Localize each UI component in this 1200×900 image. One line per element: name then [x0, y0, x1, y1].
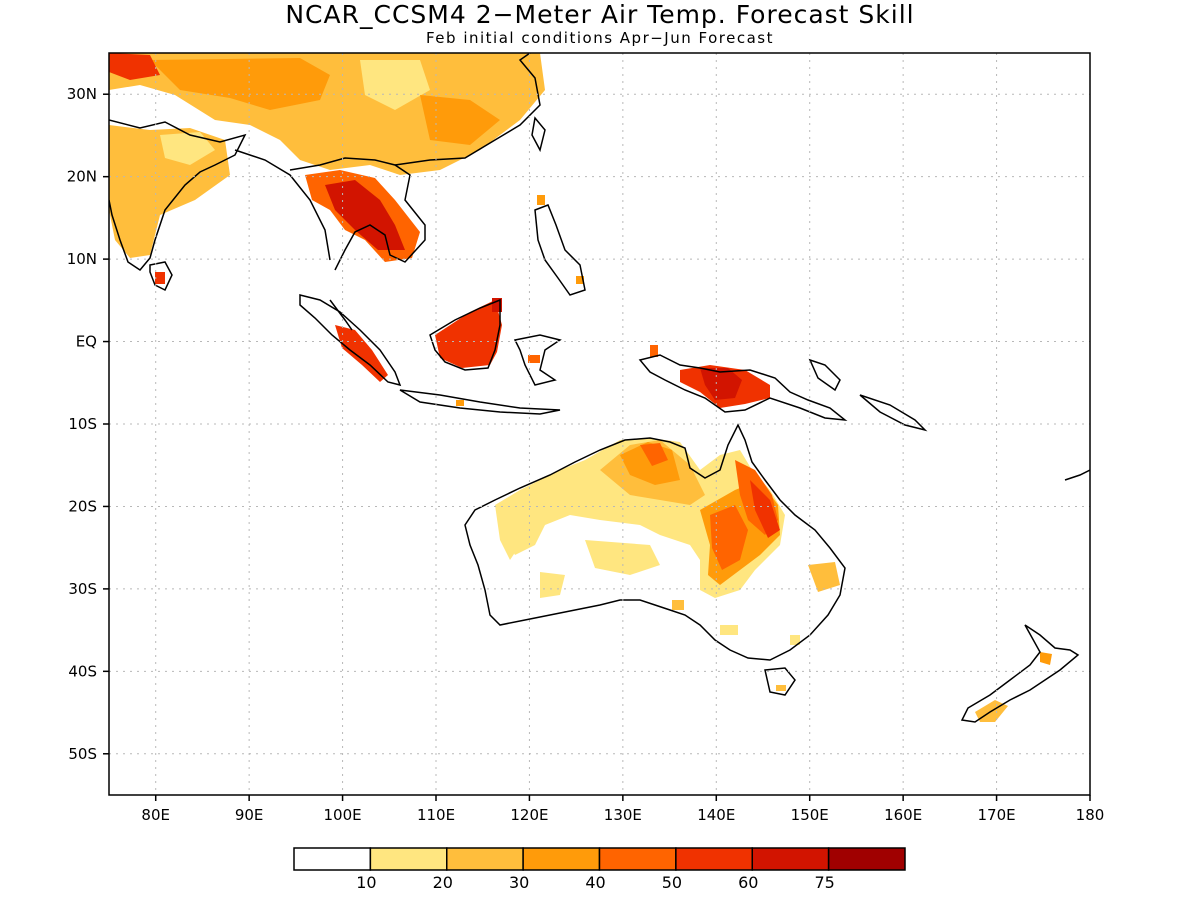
- colorbar-bin: [598, 847, 677, 871]
- lon-tick-label: 160E: [884, 806, 922, 824]
- lat-tick-label: 30S: [68, 580, 97, 598]
- colorbar-bin: [675, 847, 753, 871]
- colorbar-label: 50: [662, 873, 682, 892]
- figure-title: NCAR_CCSM4 2−Meter Air Temp. Forecast Sk…: [285, 0, 915, 29]
- lat-tick-label: 40S: [68, 662, 97, 680]
- lat-tick-label: 30N: [67, 85, 97, 103]
- figure-subtitle: Feb initial conditions Apr−Jun Forecast: [426, 29, 774, 47]
- coastlines: [109, 53, 1090, 723]
- colorbar-bin: [827, 847, 906, 871]
- lat-tick-label: 20N: [67, 168, 97, 186]
- lon-tick-label: 100E: [324, 806, 362, 824]
- lat-tick-label: 10N: [67, 250, 97, 268]
- graticule: [109, 53, 1090, 795]
- colorbar-label: 75: [814, 873, 834, 892]
- lon-tick-label: 90E: [235, 806, 264, 824]
- colorbar-bin: [369, 847, 448, 871]
- colorbar-label: 40: [585, 873, 605, 892]
- lat-tick-label: EQ: [76, 333, 97, 351]
- colorbar-bin: [522, 847, 601, 871]
- colorbar-labels: 10 20 30 40 50 60 75: [356, 873, 835, 892]
- lat-tick-label: 20S: [68, 497, 97, 515]
- lat-tick-label: 50S: [68, 745, 97, 763]
- colorbar-label: 60: [738, 873, 758, 892]
- colorbar-label: 20: [433, 873, 453, 892]
- lon-tick-label: 110E: [417, 806, 455, 824]
- axis-ticks: [103, 93, 1091, 801]
- lon-tick-label: 140E: [697, 806, 735, 824]
- colorbar-label: 30: [509, 873, 529, 892]
- lat-tick-label: 10S: [68, 415, 97, 433]
- colorbar-bin: [293, 847, 372, 871]
- colorbar-label: 10: [356, 873, 376, 892]
- colorbar-bin: [751, 847, 830, 871]
- lon-tick-label: 130E: [604, 806, 642, 824]
- lon-tick-label: 180: [1076, 806, 1105, 824]
- colorbar: [293, 847, 906, 871]
- axis-tick-labels: 30N 20N 10N EQ 10S 20S 30S 40S 50S 80E 90E 100E 110E…: [67, 85, 1105, 824]
- lon-tick-label: 150E: [791, 806, 829, 824]
- skill-shading: [109, 53, 1052, 722]
- lon-tick-label: 80E: [141, 806, 170, 824]
- lon-tick-label: 120E: [510, 806, 548, 824]
- lon-tick-label: 170E: [978, 806, 1016, 824]
- colorbar-bin: [446, 847, 524, 871]
